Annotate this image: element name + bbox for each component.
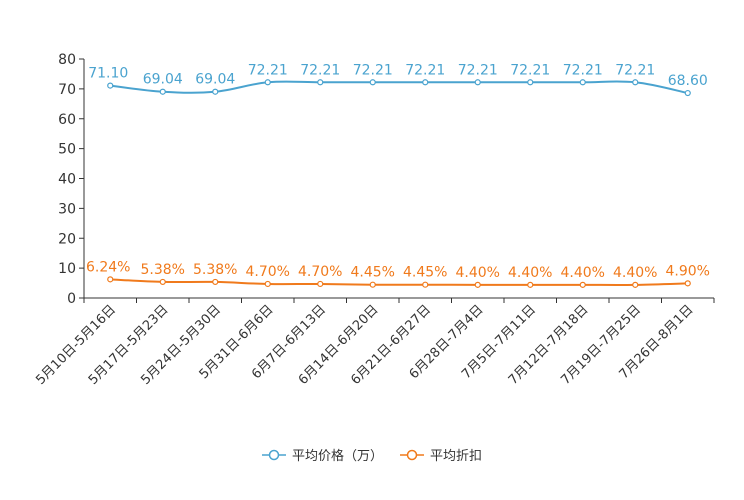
data-point xyxy=(107,276,114,283)
data-point xyxy=(632,79,639,86)
data-point xyxy=(159,278,166,286)
y-tick-label: 20 xyxy=(58,231,76,247)
data-label: 72.21 xyxy=(510,62,550,78)
data-label: 72.21 xyxy=(300,62,340,78)
data-label: 69.04 xyxy=(143,72,183,88)
data-point xyxy=(579,79,586,86)
series-line-2 xyxy=(110,278,688,286)
y-tick-label: 70 xyxy=(58,82,76,98)
data-point xyxy=(212,88,219,95)
series-line-1 xyxy=(110,80,688,95)
data-label: 72.21 xyxy=(563,62,603,78)
data-label: 4.40% xyxy=(456,265,500,281)
data-point xyxy=(422,79,429,86)
y-tick-label: 0 xyxy=(67,291,76,307)
data-label: 4.40% xyxy=(508,265,552,281)
y-tick-label: 60 xyxy=(58,112,76,128)
data-label: 5.38% xyxy=(141,262,185,278)
data-label: 72.21 xyxy=(458,62,498,78)
data-point xyxy=(264,79,271,86)
data-label: 69.04 xyxy=(195,72,235,88)
data-label: 72.21 xyxy=(405,62,445,78)
legend-marker-2 xyxy=(406,449,418,461)
data-label: 68.60 xyxy=(668,73,708,89)
data-label: 4.90% xyxy=(666,263,710,279)
data-label: 5.38% xyxy=(193,262,237,278)
data-point xyxy=(474,79,481,86)
data-point xyxy=(474,281,481,288)
data-label: 72.21 xyxy=(248,62,288,78)
data-point xyxy=(264,280,271,288)
data-point xyxy=(632,281,639,288)
y-tick-label: 30 xyxy=(58,201,76,217)
data-point xyxy=(107,82,114,89)
data-point xyxy=(527,281,534,288)
data-point xyxy=(317,79,324,86)
data-point xyxy=(369,79,376,86)
data-point xyxy=(684,280,691,287)
data-point xyxy=(684,89,691,97)
data-label: 6.24% xyxy=(86,259,130,275)
data-point xyxy=(422,281,429,288)
data-point xyxy=(212,278,219,286)
legend-label-2: 平均折扣 xyxy=(430,449,482,464)
y-tick-label: 80 xyxy=(58,52,76,68)
data-label: 4.45% xyxy=(351,265,395,281)
data-label: 4.70% xyxy=(246,264,290,280)
y-tick-label: 40 xyxy=(58,172,76,188)
data-point xyxy=(579,281,586,288)
data-label: 4.40% xyxy=(613,265,657,281)
legend-marker-1 xyxy=(268,449,280,461)
data-label: 4.45% xyxy=(403,265,447,281)
data-label: 72.21 xyxy=(353,62,393,78)
data-point xyxy=(527,79,534,86)
data-point xyxy=(159,88,166,95)
data-label: 4.40% xyxy=(561,265,605,281)
data-label: 71.10 xyxy=(88,66,128,82)
data-label: 72.21 xyxy=(615,62,655,78)
y-tick-label: 50 xyxy=(58,142,76,158)
data-label: 4.70% xyxy=(298,264,342,280)
legend-label-1: 平均价格（万） xyxy=(292,448,383,464)
y-tick-label: 10 xyxy=(58,261,76,277)
data-point xyxy=(369,281,376,288)
data-point xyxy=(317,280,324,288)
